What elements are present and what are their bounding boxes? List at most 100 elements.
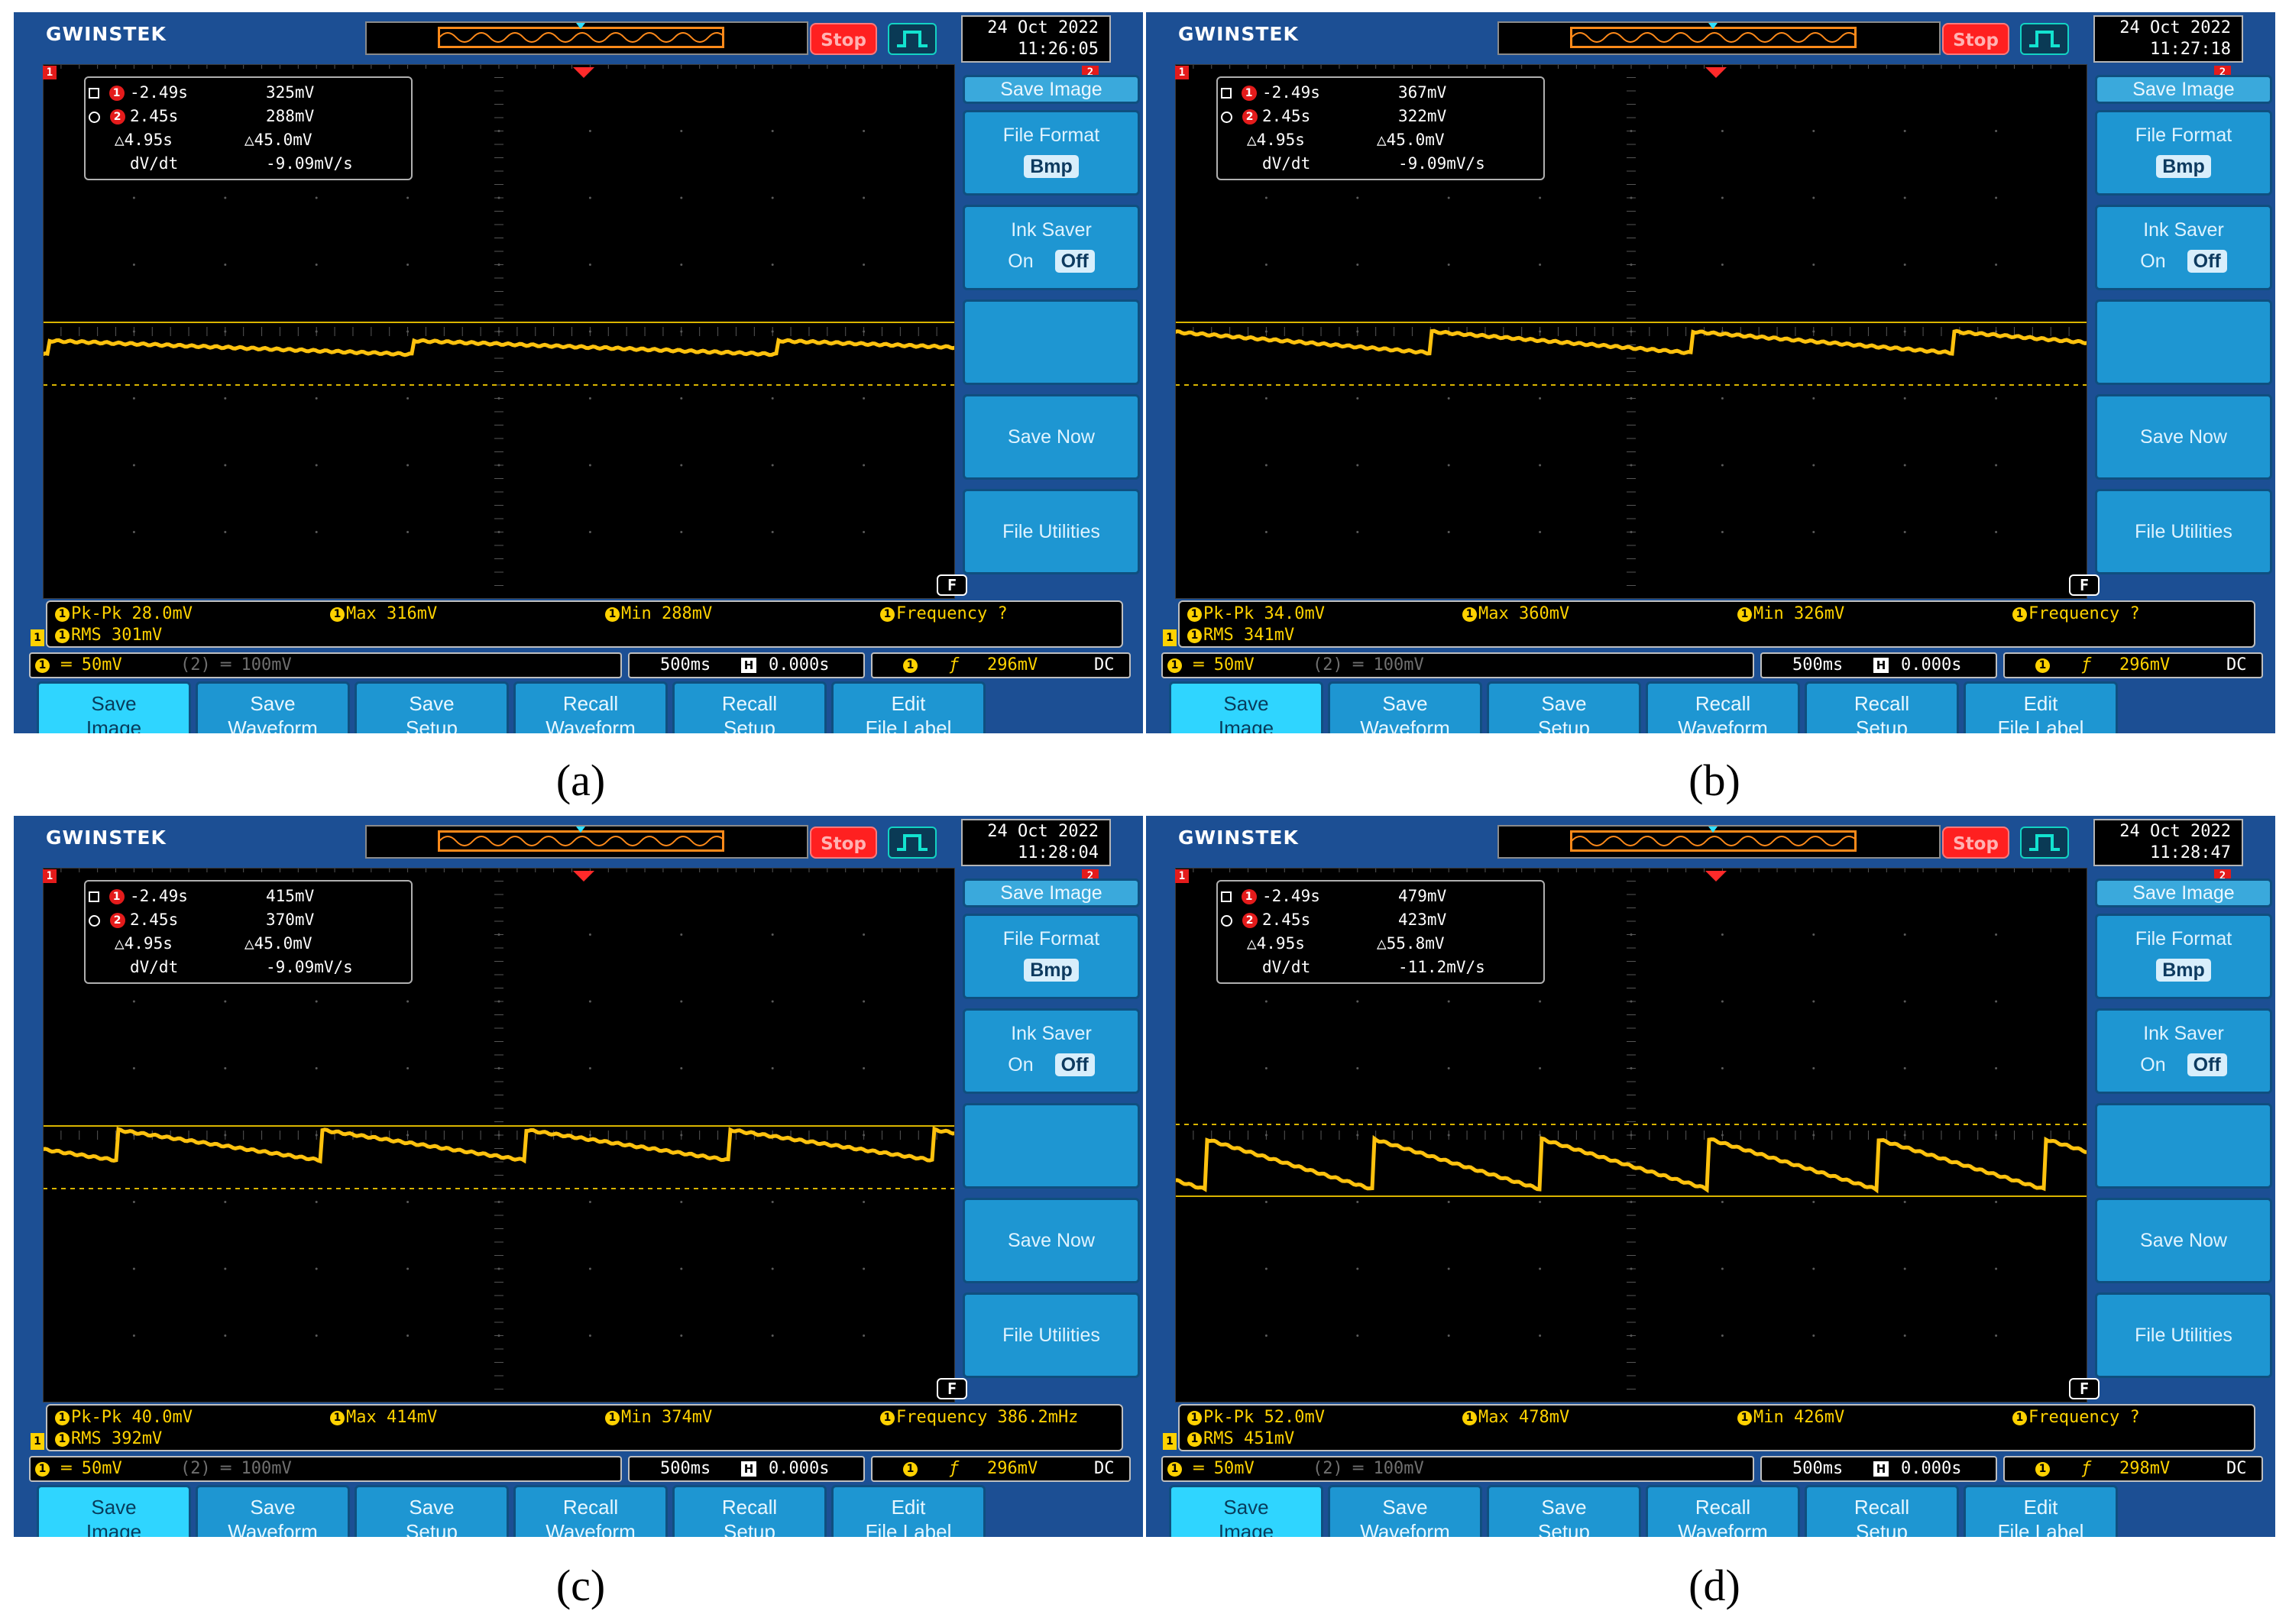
channel-scale-bar[interactable]: 1 ═ 50mV (2) ═ 100mV <box>1161 652 1754 678</box>
grid-dot <box>1721 264 1724 266</box>
file-utilities-button[interactable]: File Utilities <box>963 489 1140 574</box>
square-icon <box>1221 891 1232 902</box>
rising-edge-icon: ƒ <box>2081 1459 2092 1478</box>
grid-dot <box>315 464 318 467</box>
empty-side-button[interactable] <box>2095 1103 2272 1189</box>
bottom-button-recall-waveform[interactable]: Recall Waveform <box>513 681 668 733</box>
trigger-bar[interactable]: 1 ƒ 296mV DC <box>2003 652 2263 678</box>
bottom-button-recall-setup[interactable]: Recall Setup <box>1805 681 1959 733</box>
grid-dot <box>224 397 227 400</box>
grid-dot <box>1356 464 1359 467</box>
bottom-button-recall-setup[interactable]: Recall Setup <box>672 681 827 733</box>
grid-dot <box>132 1201 135 1203</box>
trigger-position-marker <box>1708 23 1718 29</box>
trigger-bar[interactable]: 1 ƒ 296mV DC <box>871 652 1131 678</box>
file-utilities-button[interactable]: File Utilities <box>963 1292 1140 1378</box>
bottom-button-save-setup[interactable]: Save Setup <box>1487 681 1641 733</box>
bottom-button-save-image[interactable]: Save Image <box>37 1485 191 1537</box>
grid-dot <box>588 130 591 132</box>
cursor1-value: 415mV <box>266 887 315 905</box>
save-now-button[interactable]: Save Now <box>963 394 1140 480</box>
trigger-bar[interactable]: 1 ƒ 296mV DC <box>871 1456 1131 1482</box>
ink-saver-button[interactable]: Ink Saver On Off <box>2095 1008 2272 1094</box>
grid-dot <box>1356 1201 1359 1203</box>
grid-dot <box>863 933 866 936</box>
grid-dot <box>1356 1267 1359 1270</box>
file-format-button[interactable]: File Format Bmp <box>963 914 1140 999</box>
ch1-icon: 1 <box>605 607 620 622</box>
save-now-button[interactable]: Save Now <box>2095 1198 2272 1283</box>
grid-dot <box>406 1000 410 1003</box>
bottom-button-recall-waveform[interactable]: Recall Waveform <box>1646 1485 1800 1537</box>
bottom-button-save-setup[interactable]: Save Setup <box>355 1485 509 1537</box>
timebase-bar[interactable]: 500ms H 0.000s <box>628 652 865 678</box>
save-now-button[interactable]: Save Now <box>2095 394 2272 480</box>
bottom-button-save-waveform[interactable]: Save Waveform <box>1328 681 1482 733</box>
empty-side-button[interactable] <box>963 1103 1140 1189</box>
bottom-menu: Save Image Save Waveform Save Setup Recall Wave… <box>14 680 1143 733</box>
bottom-button-save-setup[interactable]: Save Setup <box>1487 1485 1641 1537</box>
file-format-button[interactable]: File Format Bmp <box>963 110 1140 196</box>
file-utilities-button[interactable]: File Utilities <box>2095 1292 2272 1378</box>
horizontal-icon: H <box>1873 1457 1889 1480</box>
bottom-button-save-setup[interactable]: Save Setup <box>355 681 509 733</box>
ink-saver-button[interactable]: Ink Saver On Off <box>963 1008 1140 1094</box>
trigger-mode-button[interactable] <box>2020 23 2069 55</box>
bottom-button-save-waveform[interactable]: Save Waveform <box>196 681 350 733</box>
bottom-button-recall-waveform[interactable]: Recall Waveform <box>1646 681 1800 733</box>
file-utilities-button[interactable]: File Utilities <box>2095 489 2272 574</box>
file-format-button[interactable]: File Format Bmp <box>2095 914 2272 999</box>
timebase-value: 500ms <box>1792 1459 1844 1478</box>
history-wave <box>1572 836 1855 846</box>
trigger-mode-button[interactable] <box>888 23 937 55</box>
run-stop-button[interactable]: Stop <box>810 23 877 55</box>
bottom-button-edit-file-label[interactable]: Edit File Label <box>831 1485 986 1537</box>
bottom-button-save-image[interactable]: Save Image <box>1169 681 1323 733</box>
run-stop-button[interactable]: Stop <box>810 827 877 859</box>
trigger-coupling: DC <box>2226 655 2247 675</box>
timebase-bar[interactable]: 500ms H 0.000s <box>1760 1456 1997 1482</box>
bottom-button-save-image[interactable]: Save Image <box>37 681 191 733</box>
ch1-icon: 1 <box>35 658 50 673</box>
side-menu: Save Image File Format Bmp Ink Saver On Off… <box>2095 75 2275 599</box>
bottom-button-edit-file-label[interactable]: Edit File Label <box>831 681 986 733</box>
run-stop-button[interactable]: Stop <box>1942 23 2009 55</box>
bottom-button-save-waveform[interactable]: Save Waveform <box>196 1485 350 1537</box>
cursor1-icon: 1 <box>108 889 125 904</box>
history-wave-path <box>1572 32 1855 43</box>
channel-scale-bar[interactable]: 1 ═ 50mV (2) ═ 100mV <box>1161 1456 1754 1482</box>
grid-dot <box>1903 1000 1906 1003</box>
run-stop-button[interactable]: Stop <box>1942 827 2009 859</box>
bottom-button-save-waveform[interactable]: Save Waveform <box>1328 1485 1482 1537</box>
bottom-button-recall-waveform[interactable]: Recall Waveform <box>513 1485 668 1537</box>
empty-side-button[interactable] <box>963 299 1140 385</box>
ch1-icon: 1 <box>903 1461 918 1477</box>
trigger-mode-button[interactable] <box>2020 827 2069 859</box>
bottom-button-edit-file-label[interactable]: Edit File Label <box>1964 1485 2118 1537</box>
timebase-bar[interactable]: 500ms H 0.000s <box>628 1456 865 1482</box>
trigger-mode-button[interactable] <box>888 827 937 859</box>
channel-scale-bar[interactable]: 1 ═ 50mV (2) ═ 100mV <box>29 652 622 678</box>
trigger-bar[interactable]: 1 ƒ 298mV DC <box>2003 1456 2263 1482</box>
grid-dot <box>1903 1201 1906 1203</box>
trigger-marker <box>1705 67 1727 78</box>
ink-saver-button[interactable]: Ink Saver On Off <box>2095 205 2272 290</box>
channel-scale-bar[interactable]: 1 ═ 50mV (2) ═ 100mV <box>29 1456 622 1482</box>
bottom-button-edit-file-label[interactable]: Edit File Label <box>1964 681 2118 733</box>
timebase-bar[interactable]: 500ms H 0.000s <box>1760 652 1997 678</box>
bottom-button-recall-setup[interactable]: Recall Setup <box>672 1485 827 1537</box>
grid-dot <box>1447 1000 1450 1003</box>
bottom-button-recall-setup[interactable]: Recall Setup <box>1805 1485 1959 1537</box>
grid-dot <box>771 1267 774 1270</box>
ink-saver-button[interactable]: Ink Saver On Off <box>963 205 1140 290</box>
file-format-button[interactable]: File Format Bmp <box>2095 110 2272 196</box>
min-measurement: 1 Min 288mV <box>605 603 712 625</box>
bottom-button-save-image[interactable]: Save Image <box>1169 1485 1323 1537</box>
grid-dot <box>771 1201 774 1203</box>
grid-dot <box>406 1067 410 1069</box>
empty-side-button[interactable] <box>2095 299 2272 385</box>
save-now-button[interactable]: Save Now <box>963 1198 1140 1283</box>
grid-dot <box>1812 1000 1815 1003</box>
time-text: 11:26:05 <box>1018 40 1099 59</box>
grid-dot <box>1812 264 1815 266</box>
